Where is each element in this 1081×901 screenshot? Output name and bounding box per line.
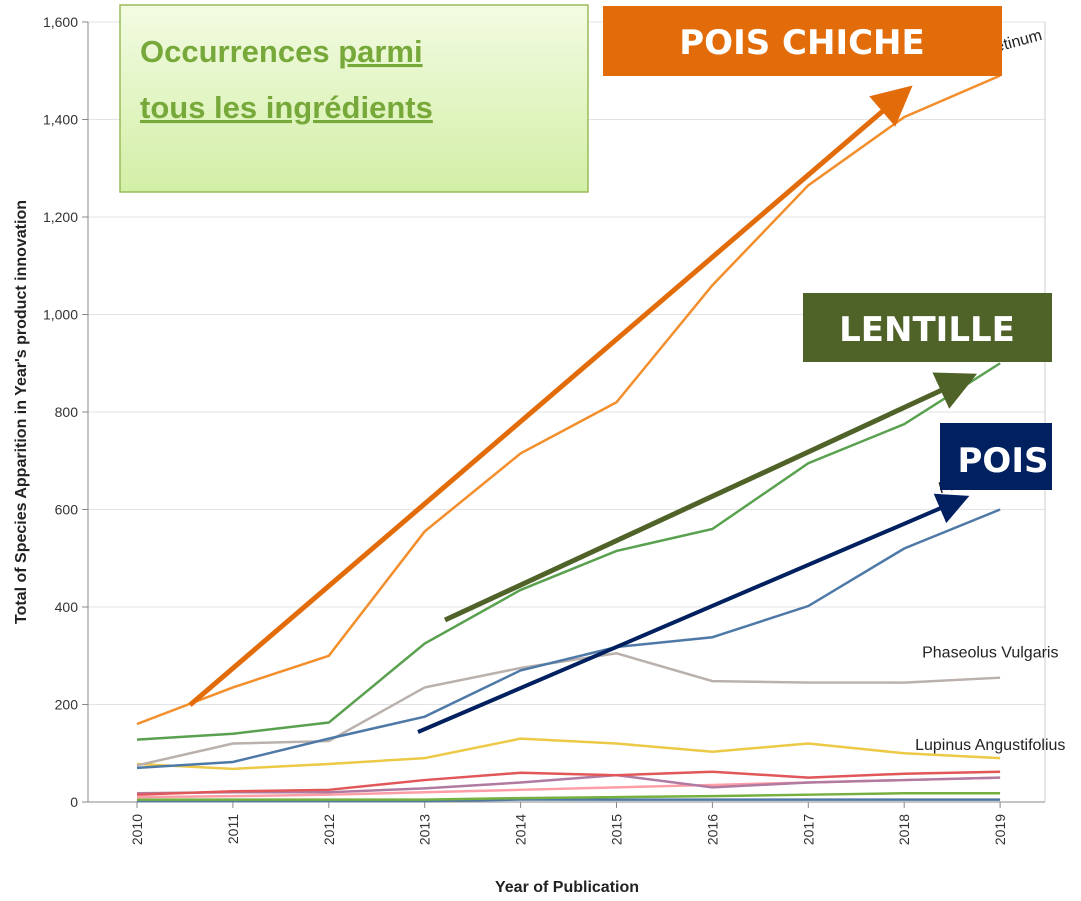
label-text: LENTILLE: [839, 310, 1015, 350]
note-text: tous les ingrédients: [140, 90, 433, 125]
arrow: [417, 493, 970, 734]
series-line: [136, 652, 1001, 767]
y-tick-label: 0: [70, 794, 78, 810]
x-tick-label: 2015: [609, 814, 625, 845]
note-text: Occurrences: [140, 34, 330, 69]
series-line: [137, 791, 1001, 801]
y-tick-label: 1,000: [43, 307, 78, 323]
x-tick-label: 2012: [321, 814, 337, 845]
y-tick-label: 1,600: [43, 14, 78, 30]
arrow: [188, 85, 913, 707]
label-text: POIS CHICHE: [679, 23, 925, 63]
y-tick-label: 1,400: [43, 112, 78, 128]
note-box: [119, 4, 589, 193]
arrow: [443, 372, 978, 623]
x-axis-title: Year of Publication: [495, 879, 639, 896]
x-tick-label: 2014: [513, 814, 529, 845]
label-box: [803, 293, 1052, 362]
label-box: [603, 6, 1002, 76]
y-tick-label: 1,200: [43, 209, 78, 225]
x-tick-label: 2017: [800, 814, 816, 845]
series-line: [136, 362, 1001, 741]
x-tick-label: 2011: [225, 814, 241, 844]
series-label: Phaseolus Vulgaris: [922, 645, 1058, 662]
series-line: [137, 798, 1001, 803]
series-line: [136, 737, 1001, 771]
x-tick-label: 2010: [129, 814, 145, 845]
x-tick-label: 2013: [417, 814, 433, 845]
y-tick-label: 400: [55, 599, 79, 615]
label-text: POIS: [958, 441, 1049, 481]
y-axis-title: Total of Species Apparition in Year's pr…: [13, 200, 30, 624]
label-box: [940, 423, 1052, 490]
note: Occurrences parmi: [140, 34, 423, 69]
x-tick-label: 2018: [896, 814, 912, 845]
note-text: parmi: [338, 34, 422, 69]
series-line: [136, 508, 1001, 770]
series-line: [136, 74, 1001, 726]
y-tick-label: 600: [55, 502, 79, 518]
y-tick-label: 200: [55, 697, 79, 713]
series-label: Lupinus Angustifolius: [915, 737, 1065, 754]
x-tick-label: 2016: [704, 814, 720, 845]
x-tick-label: 2019: [992, 814, 1008, 845]
series-line: [136, 770, 1001, 796]
y-tick-label: 800: [55, 404, 79, 420]
series-line: [136, 773, 1001, 795]
